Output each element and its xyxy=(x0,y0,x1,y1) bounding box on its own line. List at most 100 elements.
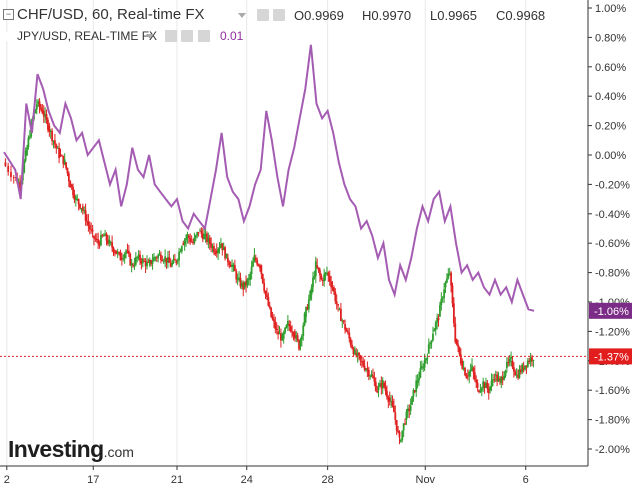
symbol-dropdown-icon[interactable] xyxy=(238,13,246,18)
candle xyxy=(186,231,189,244)
candle-body xyxy=(167,257,169,263)
candle xyxy=(365,368,367,373)
candle-body xyxy=(88,225,91,230)
candle-body xyxy=(263,282,266,291)
candle xyxy=(167,250,169,269)
candle-body xyxy=(95,239,98,241)
collapse-toggle-icon[interactable]: − xyxy=(3,9,14,20)
y-tick-label: -1.20% xyxy=(595,326,630,338)
candle-body xyxy=(101,235,104,237)
candle-body xyxy=(120,257,123,260)
candle-body xyxy=(426,357,429,359)
compare-remove-icon[interactable] xyxy=(198,30,210,42)
compare-settings-icon[interactable] xyxy=(181,30,193,42)
candle-body xyxy=(238,277,240,280)
candle-body xyxy=(486,382,489,389)
candle xyxy=(381,377,384,394)
candle xyxy=(161,255,164,262)
candle-body xyxy=(165,257,168,263)
candle-body xyxy=(228,262,231,265)
candle xyxy=(367,366,370,381)
y-tick-label: -0.20% xyxy=(595,179,630,191)
candle xyxy=(333,285,335,296)
candle xyxy=(293,329,296,342)
candle-body xyxy=(97,239,100,244)
candle xyxy=(257,263,260,267)
candle xyxy=(254,254,257,263)
candle-body xyxy=(436,317,439,323)
candle-body xyxy=(4,162,7,167)
candle xyxy=(372,368,374,379)
candle-body xyxy=(221,243,224,251)
eye-icon[interactable] xyxy=(257,9,269,21)
candle xyxy=(122,254,125,262)
candle-body xyxy=(73,195,76,200)
candle-body xyxy=(319,270,321,276)
compare-dropdown-icon[interactable] xyxy=(146,34,154,39)
candle-body xyxy=(508,358,511,363)
candle-body xyxy=(204,233,207,236)
candle xyxy=(352,346,355,356)
candle xyxy=(455,338,458,346)
candle-body xyxy=(298,340,300,350)
candle xyxy=(215,243,218,258)
candle xyxy=(139,250,141,265)
candle-body xyxy=(98,243,101,246)
candle xyxy=(242,280,245,297)
candle xyxy=(281,332,284,341)
candle-body xyxy=(253,255,256,262)
candle-body xyxy=(207,237,210,242)
candle-body xyxy=(201,233,204,240)
candle xyxy=(100,230,102,247)
candle-body xyxy=(107,240,109,244)
last-value-badges: -1.06% -1.37% xyxy=(589,302,632,365)
candle-body xyxy=(81,206,84,211)
candle-body xyxy=(162,260,165,262)
candle xyxy=(398,430,401,445)
candle-body xyxy=(84,210,87,221)
candle xyxy=(73,189,76,204)
candle-body xyxy=(359,355,362,360)
candle-body xyxy=(72,186,74,196)
candle xyxy=(35,99,38,115)
candle xyxy=(94,233,97,242)
candle-body xyxy=(90,229,93,231)
candle-body xyxy=(160,254,162,261)
candle-body xyxy=(173,259,176,261)
ohlc-high: H0.9970 xyxy=(362,8,412,23)
y-tick-label: -0.80% xyxy=(595,268,630,280)
candle-body xyxy=(485,382,487,388)
candle-body xyxy=(285,325,288,328)
candle xyxy=(164,249,167,268)
candle xyxy=(196,231,199,239)
candle xyxy=(194,234,197,242)
candle-body xyxy=(437,317,440,321)
candle-body xyxy=(344,324,346,330)
candle xyxy=(210,237,213,253)
candle xyxy=(83,206,86,214)
candle-body xyxy=(109,242,112,244)
candle-body xyxy=(274,321,277,330)
candle xyxy=(275,322,278,335)
compare-eye-icon[interactable] xyxy=(165,30,177,42)
candle-body xyxy=(411,396,413,405)
candle xyxy=(239,272,242,289)
settings-icon[interactable] xyxy=(273,9,285,21)
candle xyxy=(261,273,264,284)
candle xyxy=(59,148,62,158)
candle xyxy=(277,324,280,340)
candle xyxy=(362,357,365,368)
candle-body xyxy=(372,375,374,378)
candle xyxy=(394,405,397,425)
candle xyxy=(374,377,377,392)
candle xyxy=(411,396,413,406)
candle-body xyxy=(324,272,327,275)
candle-body xyxy=(402,423,405,431)
candle xyxy=(91,224,94,238)
candle xyxy=(189,233,192,245)
candle-body xyxy=(518,369,521,378)
candle xyxy=(74,194,77,207)
candle xyxy=(443,282,446,304)
candle-body xyxy=(218,247,221,250)
